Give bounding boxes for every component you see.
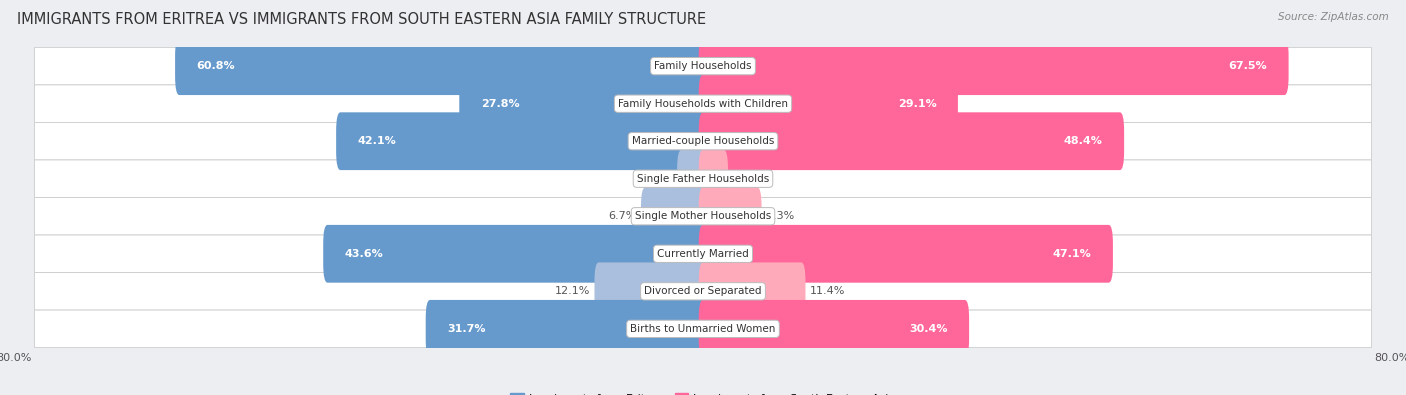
FancyBboxPatch shape	[35, 47, 1371, 85]
FancyBboxPatch shape	[35, 273, 1371, 310]
FancyBboxPatch shape	[176, 37, 707, 95]
Text: Births to Unmarried Women: Births to Unmarried Women	[630, 324, 776, 334]
FancyBboxPatch shape	[35, 235, 1371, 273]
FancyBboxPatch shape	[336, 112, 707, 170]
FancyBboxPatch shape	[641, 187, 707, 245]
FancyBboxPatch shape	[678, 150, 707, 208]
Text: 43.6%: 43.6%	[344, 249, 384, 259]
Text: Married-couple Households: Married-couple Households	[631, 136, 775, 146]
Text: Divorced or Separated: Divorced or Separated	[644, 286, 762, 296]
Text: 27.8%: 27.8%	[481, 99, 519, 109]
FancyBboxPatch shape	[699, 37, 1289, 95]
Text: 42.1%: 42.1%	[357, 136, 396, 146]
Text: Source: ZipAtlas.com: Source: ZipAtlas.com	[1278, 12, 1389, 22]
FancyBboxPatch shape	[35, 310, 1371, 348]
FancyBboxPatch shape	[35, 198, 1371, 235]
Text: Family Households with Children: Family Households with Children	[619, 99, 787, 109]
FancyBboxPatch shape	[323, 225, 707, 283]
FancyBboxPatch shape	[595, 262, 707, 320]
Text: 12.1%: 12.1%	[555, 286, 591, 296]
Text: IMMIGRANTS FROM ERITREA VS IMMIGRANTS FROM SOUTH EASTERN ASIA FAMILY STRUCTURE: IMMIGRANTS FROM ERITREA VS IMMIGRANTS FR…	[17, 12, 706, 27]
FancyBboxPatch shape	[35, 122, 1371, 160]
Text: 2.5%: 2.5%	[644, 174, 673, 184]
Text: 6.7%: 6.7%	[609, 211, 637, 221]
Text: Single Father Households: Single Father Households	[637, 174, 769, 184]
FancyBboxPatch shape	[699, 225, 1114, 283]
Text: 6.3%: 6.3%	[766, 211, 794, 221]
Legend: Immigrants from Eritrea, Immigrants from South Eastern Asia: Immigrants from Eritrea, Immigrants from…	[506, 389, 900, 395]
FancyBboxPatch shape	[460, 75, 707, 133]
FancyBboxPatch shape	[699, 75, 957, 133]
Text: 2.4%: 2.4%	[733, 174, 761, 184]
FancyBboxPatch shape	[35, 85, 1371, 122]
FancyBboxPatch shape	[699, 262, 806, 320]
Text: 31.7%: 31.7%	[447, 324, 485, 334]
FancyBboxPatch shape	[699, 187, 762, 245]
Text: 60.8%: 60.8%	[197, 61, 235, 71]
FancyBboxPatch shape	[699, 150, 728, 208]
Text: 30.4%: 30.4%	[910, 324, 948, 334]
Text: 48.4%: 48.4%	[1064, 136, 1102, 146]
Text: 47.1%: 47.1%	[1053, 249, 1091, 259]
Text: Family Households: Family Households	[654, 61, 752, 71]
Text: Currently Married: Currently Married	[657, 249, 749, 259]
FancyBboxPatch shape	[699, 300, 969, 358]
Text: Single Mother Households: Single Mother Households	[636, 211, 770, 221]
Text: 67.5%: 67.5%	[1229, 61, 1267, 71]
FancyBboxPatch shape	[426, 300, 707, 358]
Text: 11.4%: 11.4%	[810, 286, 845, 296]
FancyBboxPatch shape	[35, 160, 1371, 198]
FancyBboxPatch shape	[699, 112, 1125, 170]
Text: 29.1%: 29.1%	[897, 99, 936, 109]
